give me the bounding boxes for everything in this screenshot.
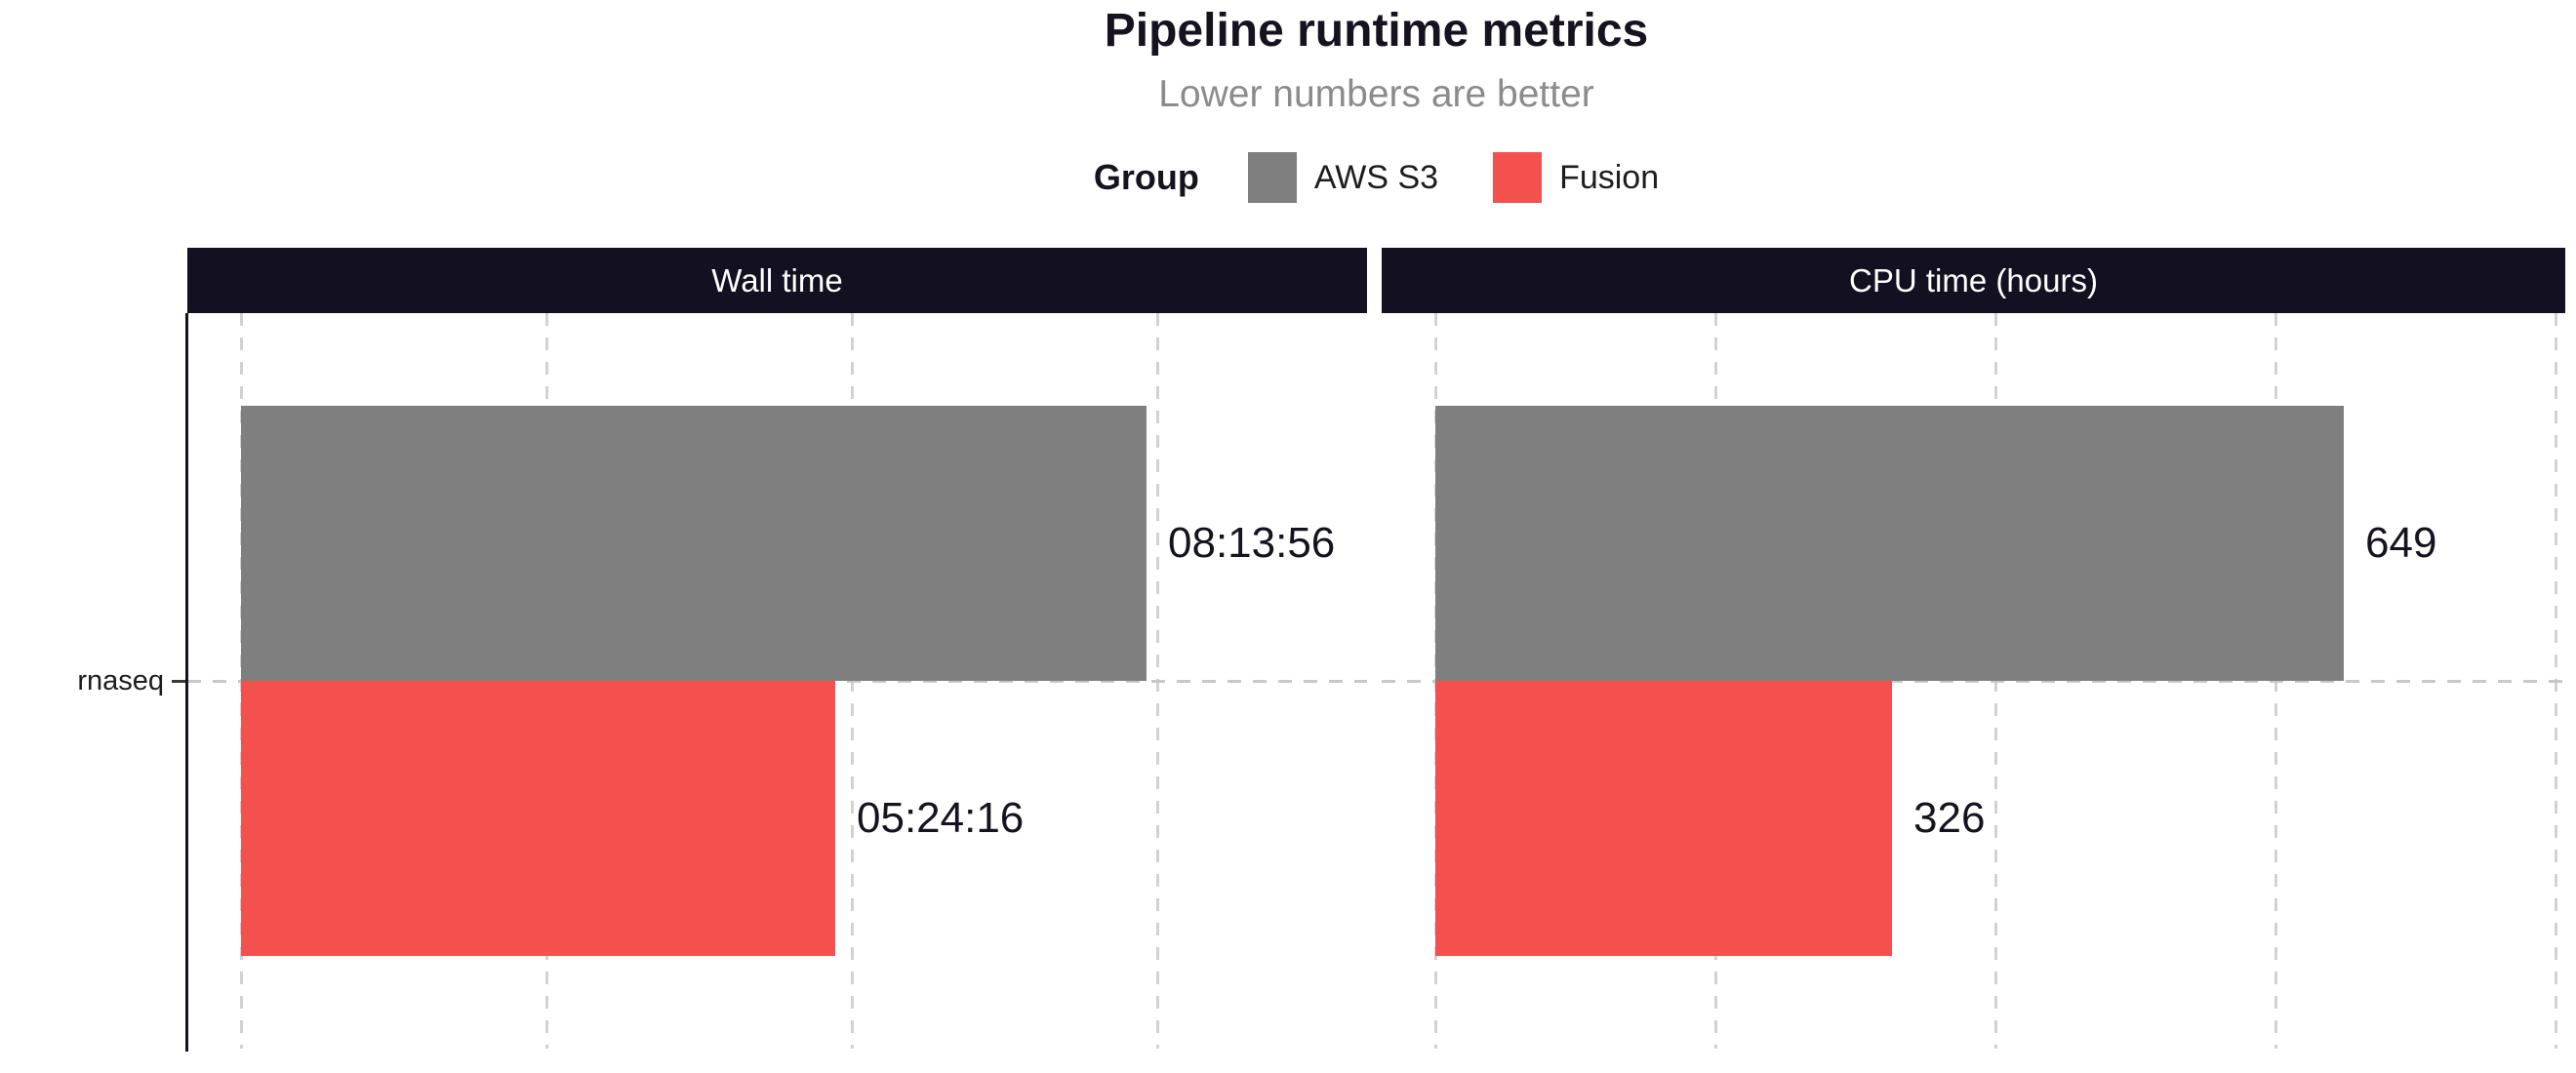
- horizontal-gridline: [1382, 680, 2565, 683]
- strip-wall-time: Wall time: [187, 248, 1367, 313]
- chart-subtitle: Lower numbers are better: [1158, 73, 1594, 115]
- value-label-fusion-cpu-time-hours: 326: [1913, 794, 1986, 842]
- value-label-aws-s3-wall-time: 08:13:56: [1168, 519, 1336, 567]
- strip-label: Wall time: [711, 261, 843, 298]
- panel-cpu-time-hours: CPU time (hours) 649 326: [1382, 248, 2565, 1049]
- panel-body-wall-time: rnaseq 08:13:56 05:24:16: [77, 313, 1367, 1052]
- strip-cpu-time-hours: CPU time (hours): [1382, 248, 2565, 313]
- value-label-aws-s3-cpu-time-hours: 649: [2365, 519, 2437, 567]
- legend-swatch-fusion: [1493, 152, 1543, 203]
- bar-fusion-wall-time: [241, 681, 835, 956]
- value-label-fusion-wall-time: 05:24:16: [857, 794, 1025, 842]
- legend-label-aws-s3: AWS S3: [1313, 158, 1439, 196]
- bar-aws-s3-cpu-time-hours: [1435, 406, 2344, 681]
- y-axis-line: [185, 313, 188, 1052]
- legend-swatch-aws-s3: [1247, 152, 1297, 203]
- panel-wall-time: Wall time rnaseq 08:13:56 05:24:16: [77, 248, 1367, 1052]
- legend-label-fusion: Fusion: [1559, 158, 1660, 196]
- legend-item-aws-s3: AWS S3: [1247, 152, 1439, 203]
- legend-item-fusion: Fusion: [1493, 152, 1659, 203]
- y-tick-label: rnaseq: [77, 665, 164, 696]
- bar-fusion-cpu-time-hours: [1435, 681, 1892, 956]
- chart-title: Pipeline runtime metrics: [1104, 5, 1649, 57]
- legend: Group AWS S3 Fusion: [187, 146, 2565, 209]
- strip-label: CPU time (hours): [1849, 261, 2098, 298]
- y-tick: [172, 680, 185, 683]
- panel-body-cpu-time-hours: 649 326: [1382, 313, 2565, 1049]
- legend-title: Group: [1093, 157, 1199, 197]
- bar-aws-s3-wall-time: [241, 406, 1147, 681]
